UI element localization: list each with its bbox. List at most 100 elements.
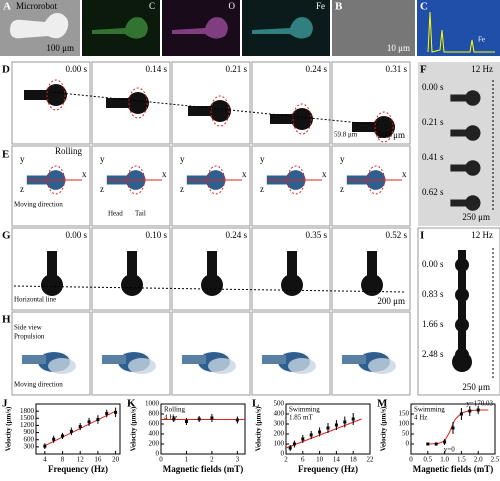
label: 0.31 s [385, 64, 407, 74]
data-point [235, 418, 239, 422]
data-point [197, 417, 201, 421]
label: x [322, 169, 327, 179]
label: 200 μm [377, 296, 405, 306]
y-tick-label: 0 [406, 440, 410, 448]
label: x [242, 169, 247, 179]
map-label: C [149, 1, 155, 11]
data-point [78, 425, 82, 429]
label: Propulsion [14, 333, 45, 341]
x-tick-label: 2 [284, 456, 288, 464]
y-tick-label: 50 [402, 430, 410, 438]
robot-tail [127, 251, 137, 277]
robot-head [452, 352, 472, 372]
y-tick-label: 800 [149, 410, 160, 418]
fit-line [285, 418, 362, 449]
rotation-guide [128, 87, 148, 119]
data-point [87, 420, 91, 424]
x-axis-label: Magnetic fields (mT) [413, 464, 493, 474]
label: 12 Hz [471, 64, 493, 74]
robot-head [291, 108, 313, 130]
label: 0.24 s [305, 64, 327, 74]
sem-texture [332, 0, 415, 56]
map-shape [92, 17, 148, 39]
spectrum-line [427, 11, 495, 53]
data-point [288, 446, 292, 450]
data-point [476, 408, 480, 412]
label: 2.48 s [422, 349, 444, 359]
label: L [252, 398, 259, 410]
label: K [127, 398, 136, 410]
robot-ghost [208, 358, 236, 374]
y-tick-label: 0 [156, 450, 160, 458]
data-point [459, 412, 463, 416]
label: y [180, 154, 185, 164]
robot-tail [450, 164, 468, 172]
label: I [420, 230, 424, 242]
robot-tail [342, 355, 366, 364]
x-tick-label: 10 [316, 456, 324, 464]
label: 0.24 s [225, 230, 247, 240]
data-point [309, 433, 313, 437]
data-point [52, 437, 56, 441]
data-point [326, 426, 330, 430]
y-tick-label: 400 [149, 430, 160, 438]
label: 0.83 s [422, 289, 444, 299]
robot-head [361, 274, 383, 296]
y-tick-label: 500 [274, 400, 285, 408]
label: y [20, 154, 25, 164]
y-tick-label: 1000 [145, 400, 160, 408]
y-tick-label: 1200 [20, 421, 35, 429]
data-point [351, 417, 355, 421]
rotation-guide [292, 103, 312, 135]
annotation: Rolling [164, 406, 186, 414]
x-tick-label: 18 [350, 456, 358, 464]
label: x [82, 169, 87, 179]
annotation: 1.85 mT [289, 414, 313, 422]
y-tick-label: 400 [274, 410, 285, 418]
label: z [180, 184, 184, 194]
label: x [402, 169, 407, 179]
robot-tail [207, 251, 217, 277]
y-axis-label: Velocity (μm/s) [130, 406, 138, 451]
frame [171, 61, 251, 145]
x-tick-label: 8 [61, 456, 65, 464]
y-axis-label: Velocity (μm/s) [5, 406, 13, 451]
label: J [2, 398, 8, 410]
label: 0.35 s [305, 230, 327, 240]
map-fe [242, 0, 330, 56]
data-point [184, 420, 188, 423]
panel-letter: C [420, 1, 428, 13]
label: y [260, 154, 265, 164]
y-tick-label: 150 [399, 410, 410, 418]
label: H [2, 314, 11, 326]
data-point [96, 417, 100, 421]
y-tick-label: 300 [274, 420, 285, 428]
data-point [114, 410, 118, 414]
label: Moving direction [14, 381, 63, 389]
data-point [451, 426, 455, 430]
scale-label: 10 μm [387, 43, 410, 53]
annotation: 4 Hz [414, 414, 427, 422]
robot-tail [188, 106, 212, 116]
x-tick-label: 6 [301, 456, 305, 464]
label: z [20, 184, 24, 194]
x-tick-label: 1 [185, 456, 189, 464]
label: 0.41 s [422, 152, 444, 162]
label: 0.62 s [422, 187, 444, 197]
x-tick-label: 0.5 [423, 456, 432, 464]
label: Moving direction [14, 201, 63, 209]
data-point [343, 420, 347, 424]
robot-head [127, 92, 149, 114]
plot-frame [160, 403, 246, 455]
data-point [468, 409, 472, 413]
x-tick-label: 16 [94, 456, 102, 464]
x-tick-label: 2.0 [474, 456, 483, 464]
x-tick-label: 12 [77, 456, 85, 464]
label: G [2, 230, 11, 242]
label: 1.66 s [422, 319, 444, 329]
x-tick-label: 0 [159, 456, 163, 464]
x-tick-label: 20 [112, 456, 120, 464]
robot-tail [450, 199, 468, 207]
x-tick-label: 2 [210, 456, 214, 464]
